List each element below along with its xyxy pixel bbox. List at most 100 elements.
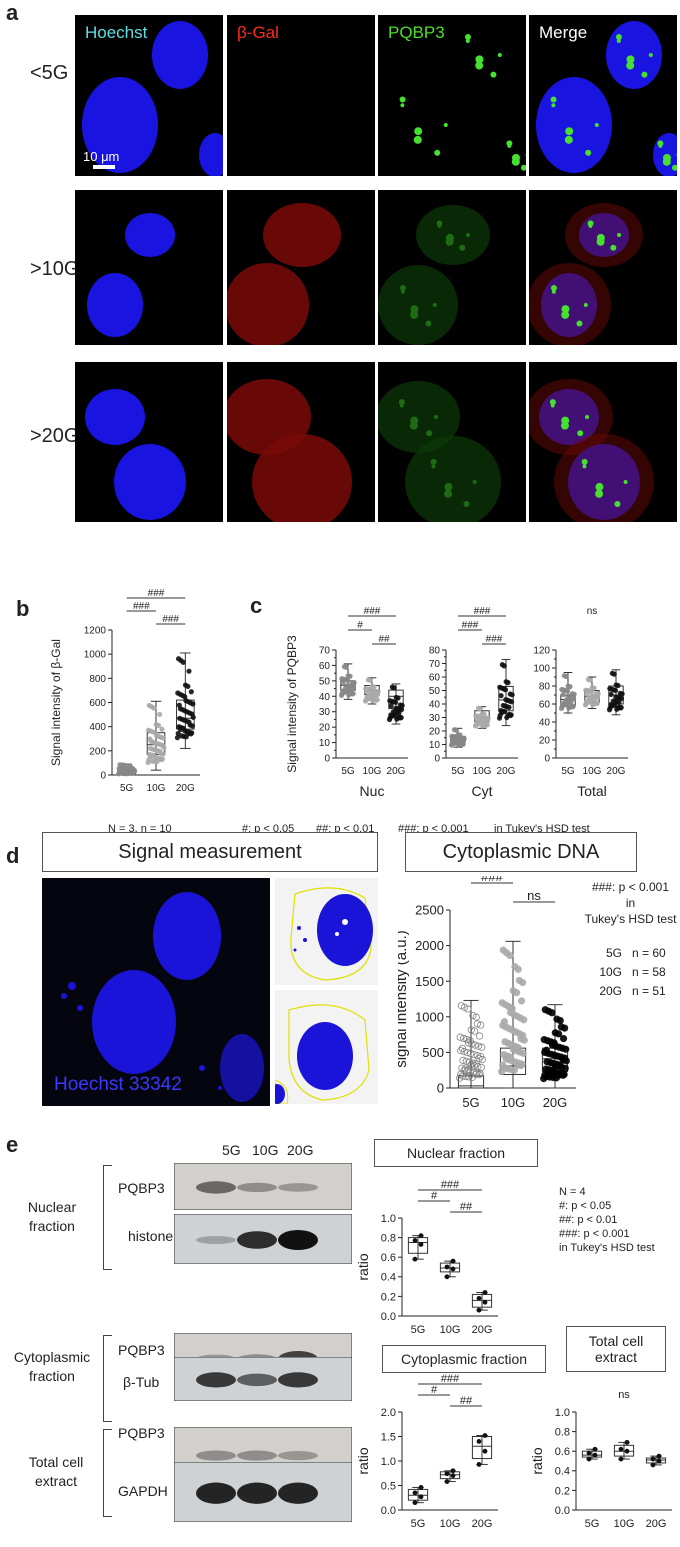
data-point — [469, 1068, 478, 1077]
y-axis-label: ratio — [529, 1447, 545, 1474]
data-point — [565, 683, 571, 689]
data-point — [585, 676, 591, 683]
x-tick-label: 10G — [440, 1324, 461, 1336]
y-tick-label: 0 — [434, 754, 440, 765]
box — [457, 1075, 485, 1089]
micrograph-tile — [378, 190, 526, 345]
data-point — [175, 730, 181, 737]
significance-label: ### — [441, 1373, 460, 1385]
data-point — [511, 963, 519, 971]
data-point — [541, 1006, 549, 1014]
x-tick-label: 5G — [411, 1518, 426, 1530]
x-tick-label: 10G — [501, 1095, 526, 1110]
significance-label: ### — [162, 614, 179, 625]
significance-label: ### — [474, 606, 491, 617]
data-point — [176, 724, 182, 730]
data-point — [470, 1027, 479, 1035]
legend-d-line: Tukey's HSD test — [584, 912, 677, 926]
x-tick-label: 5G — [411, 1324, 426, 1336]
x-axis-label: Nuc — [360, 783, 385, 799]
group-bracket — [103, 1165, 112, 1270]
micrograph-tile — [529, 362, 677, 522]
data-point — [583, 687, 589, 693]
blot-strip — [174, 1214, 352, 1264]
band-label: PQBP3 — [118, 1425, 165, 1441]
micrograph-tile: Hoechst 10 μm — [75, 15, 223, 176]
data-point — [503, 697, 509, 703]
x-axis-label: Cyt — [472, 783, 493, 799]
y-tick-label: 70 — [319, 646, 331, 657]
significance-label: # — [357, 620, 363, 631]
data-point — [393, 694, 399, 701]
significance-label: ## — [460, 1201, 473, 1213]
x-tick-label: 20G — [646, 1518, 667, 1530]
y-tick-label: 1500 — [415, 974, 444, 989]
data-point — [349, 679, 355, 686]
data-point — [592, 1446, 598, 1452]
legend-d-count: n = 58 — [632, 965, 666, 979]
box — [439, 1262, 461, 1273]
panel-letter-c: c — [250, 593, 263, 618]
data-point — [499, 946, 507, 954]
hoechst-33342-label: Hoechst 33342 — [54, 1074, 182, 1095]
y-tick-label: 50 — [319, 676, 331, 687]
data-point — [146, 702, 152, 709]
y-axis-label: signal intensity (a.u.) — [398, 930, 410, 1068]
significance-label: ### — [364, 606, 381, 617]
data-point — [613, 694, 619, 700]
data-point — [457, 1046, 465, 1055]
data-point — [348, 690, 354, 696]
data-point — [560, 692, 566, 698]
data-point — [650, 1462, 656, 1468]
data-point — [592, 700, 598, 706]
x-tick-label: 20G — [387, 766, 406, 777]
data-point — [467, 1026, 475, 1034]
y-tick-label: 2000 — [415, 938, 444, 953]
data-point — [624, 1439, 630, 1445]
data-point — [559, 686, 565, 693]
data-point — [117, 762, 123, 768]
y-tick-label: 1000 — [84, 650, 107, 661]
y-tick-label: 0.2 — [381, 1291, 396, 1303]
data-point — [543, 1058, 551, 1066]
y-axis-label: ratio — [355, 1447, 371, 1474]
data-point — [455, 737, 461, 743]
data-point — [478, 1043, 486, 1051]
data-point — [498, 707, 504, 714]
data-point — [412, 1500, 418, 1506]
x-axis-label: Total — [577, 783, 607, 799]
data-point — [389, 684, 395, 690]
data-point — [559, 1056, 567, 1064]
data-point — [365, 677, 371, 683]
data-point — [339, 676, 345, 682]
blot-band — [278, 1482, 318, 1504]
data-point — [147, 751, 153, 758]
legend-e-line: ###: p < 0.001 — [559, 1228, 630, 1240]
panel-letter-b: b — [16, 596, 30, 621]
data-point — [444, 1264, 450, 1270]
data-point — [158, 750, 164, 756]
data-point — [388, 703, 394, 709]
panel-letter-e: e — [6, 1132, 19, 1157]
data-point — [119, 767, 125, 774]
blot-band — [196, 1372, 236, 1388]
significance-label: ### — [486, 634, 503, 645]
data-point — [174, 735, 181, 741]
data-point — [182, 728, 188, 734]
group-bracket — [103, 1429, 112, 1517]
data-point — [418, 1494, 424, 1500]
data-point — [393, 705, 399, 711]
y-axis-label: Signal intensity of β-Gal — [49, 639, 63, 766]
data-point — [159, 726, 165, 732]
data-point — [175, 690, 181, 696]
data-point — [145, 727, 152, 733]
data-point — [569, 691, 575, 697]
data-point — [458, 1072, 467, 1080]
y-tick-label: 2500 — [415, 903, 444, 918]
data-point — [450, 1266, 456, 1272]
significance-label: ns — [527, 888, 541, 903]
data-point — [541, 1048, 549, 1057]
box — [439, 1471, 461, 1480]
y-tick-label: 40 — [539, 718, 551, 729]
channel-label: PQBP3 — [388, 23, 445, 42]
